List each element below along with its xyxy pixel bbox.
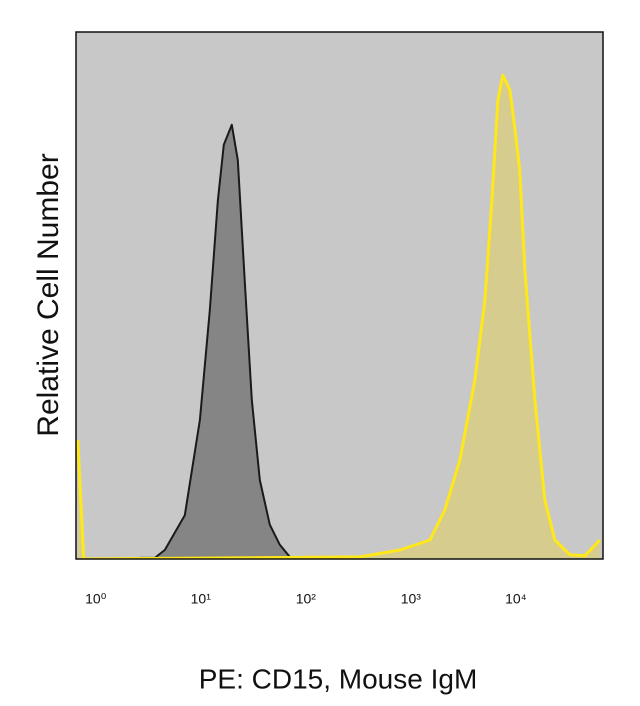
area-fill xyxy=(77,75,600,559)
x-tick-label: 10⁴ xyxy=(505,591,527,607)
histogram-line xyxy=(139,123,291,559)
x-tick-label: 10³ xyxy=(401,591,422,607)
histogram-line xyxy=(76,73,601,559)
y-axis-label: Relative Cell Number xyxy=(32,153,65,436)
x-tick-label: 10⁰ xyxy=(85,591,107,607)
plot-frame xyxy=(75,31,604,560)
x-tick-label: 10¹ xyxy=(191,591,212,607)
x-tick-label: 10² xyxy=(296,591,317,607)
x-axis-label: PE: CD15, Mouse IgM xyxy=(199,663,478,694)
plot-area xyxy=(76,73,601,559)
area-fill xyxy=(139,124,290,559)
